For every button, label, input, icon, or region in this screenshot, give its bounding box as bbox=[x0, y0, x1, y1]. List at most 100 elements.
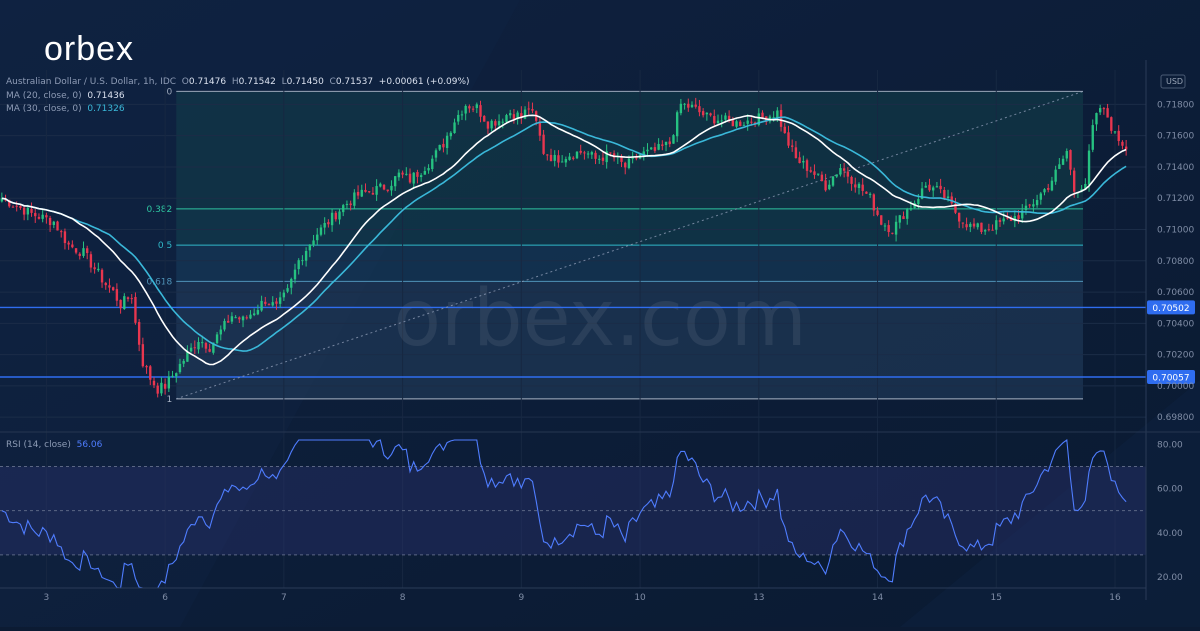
candle-body bbox=[212, 342, 215, 353]
candle-body bbox=[991, 229, 994, 231]
candle-body bbox=[624, 162, 627, 168]
fib-level-label: 0.618 bbox=[146, 277, 172, 287]
candle-body bbox=[1117, 130, 1120, 142]
candle-body bbox=[609, 152, 612, 154]
price-tick-label: 0.70400 bbox=[1157, 319, 1194, 329]
low-value: 0.71450 bbox=[286, 77, 324, 87]
candle-body bbox=[152, 380, 156, 386]
candle-body bbox=[408, 173, 412, 183]
candle-body bbox=[783, 126, 786, 134]
candle-body bbox=[245, 317, 248, 319]
candle-body bbox=[1047, 188, 1050, 190]
level-price-label: 0.70057 bbox=[1152, 373, 1189, 383]
candle-body bbox=[972, 223, 976, 227]
candle-body bbox=[620, 155, 623, 162]
candle-body bbox=[134, 296, 137, 323]
candle-body bbox=[342, 205, 345, 213]
candle-body bbox=[156, 385, 159, 394]
rsi-line bbox=[1, 438, 1127, 589]
candle-body bbox=[323, 223, 326, 228]
candle-body bbox=[1121, 141, 1124, 146]
candle-body bbox=[672, 135, 675, 144]
candle-body bbox=[93, 267, 96, 270]
candle-body bbox=[278, 297, 282, 304]
candle-body bbox=[89, 254, 93, 268]
candle-body bbox=[750, 121, 753, 123]
candle-body bbox=[486, 121, 490, 129]
candle-body bbox=[175, 373, 178, 377]
time-tick-label: 13 bbox=[753, 593, 764, 603]
price-tick-label: 0.71800 bbox=[1157, 100, 1194, 110]
ma30-value: 0.71326 bbox=[87, 104, 125, 114]
candlesticks bbox=[0, 97, 1128, 398]
price-tick-label: 0.71600 bbox=[1157, 132, 1194, 142]
candle-body bbox=[308, 244, 312, 251]
candle-body bbox=[854, 184, 857, 188]
close-label: C bbox=[329, 77, 336, 87]
candle-body bbox=[583, 152, 586, 154]
candle-body bbox=[983, 230, 987, 232]
candle-body bbox=[1098, 108, 1102, 113]
candle-body bbox=[267, 304, 271, 306]
candle-body bbox=[230, 316, 234, 322]
candle-body bbox=[52, 221, 55, 225]
candle-body bbox=[460, 114, 464, 116]
candle-body bbox=[330, 212, 334, 226]
candle-body bbox=[427, 168, 430, 171]
rsi-label: RSI (14, close) bbox=[6, 440, 71, 450]
candle-body bbox=[30, 208, 33, 213]
candle-body bbox=[876, 210, 879, 215]
candle-body bbox=[1006, 217, 1009, 219]
candle-body bbox=[772, 117, 775, 119]
candle-body bbox=[1039, 193, 1042, 200]
candle-body bbox=[97, 268, 100, 271]
candle-body bbox=[857, 183, 861, 189]
candle-body bbox=[434, 150, 438, 158]
candle-body bbox=[727, 115, 731, 120]
candle-body bbox=[542, 134, 545, 154]
candle-body bbox=[594, 152, 597, 159]
candle-body bbox=[568, 156, 571, 160]
price-tick-label: 0.71400 bbox=[1157, 163, 1194, 173]
candle-body bbox=[319, 227, 323, 235]
candle-body bbox=[894, 221, 898, 235]
candle-body bbox=[193, 347, 196, 349]
candle-body bbox=[126, 297, 130, 299]
axes: 0.71800 0.71600 0.71400 0.71200 0.71000 0.708… bbox=[0, 60, 1200, 603]
candle-body bbox=[946, 196, 950, 199]
candle-body bbox=[549, 154, 553, 162]
time-tick-label: 3 bbox=[44, 593, 50, 603]
candle-body bbox=[713, 116, 716, 124]
candle-body bbox=[204, 343, 208, 349]
candle-body bbox=[479, 105, 482, 117]
candle-body bbox=[364, 189, 367, 192]
time-tick-label: 16 bbox=[1109, 593, 1121, 603]
candle-body bbox=[820, 174, 824, 182]
candle-body bbox=[527, 108, 530, 110]
candle-body bbox=[475, 104, 478, 109]
ma30-line bbox=[1, 116, 1127, 352]
low-label: L bbox=[281, 77, 287, 87]
candle-body bbox=[238, 317, 241, 320]
candle-body bbox=[286, 288, 289, 292]
candle-body bbox=[141, 344, 145, 367]
candle-body bbox=[939, 185, 942, 190]
candle-body bbox=[887, 225, 890, 233]
candle-body bbox=[564, 159, 568, 163]
candle-body bbox=[368, 191, 371, 193]
candle-body bbox=[698, 106, 701, 113]
candle-body bbox=[178, 363, 182, 373]
candle-body bbox=[497, 121, 501, 126]
candle-body bbox=[553, 154, 556, 161]
ma30-legend: MA (30, close, 0) 0.71326 bbox=[6, 104, 125, 114]
price-tick-label: 0.69800 bbox=[1157, 413, 1194, 423]
horizontal-levels[interactable]: 0.70502 0.70057 bbox=[0, 300, 1195, 384]
candle-body bbox=[37, 216, 41, 219]
moving-averages bbox=[1, 114, 1127, 366]
rsi-tick-label: 20.00 bbox=[1157, 573, 1183, 583]
candle-body bbox=[215, 334, 219, 344]
candle-body bbox=[1073, 170, 1076, 192]
candle-body bbox=[650, 147, 653, 150]
